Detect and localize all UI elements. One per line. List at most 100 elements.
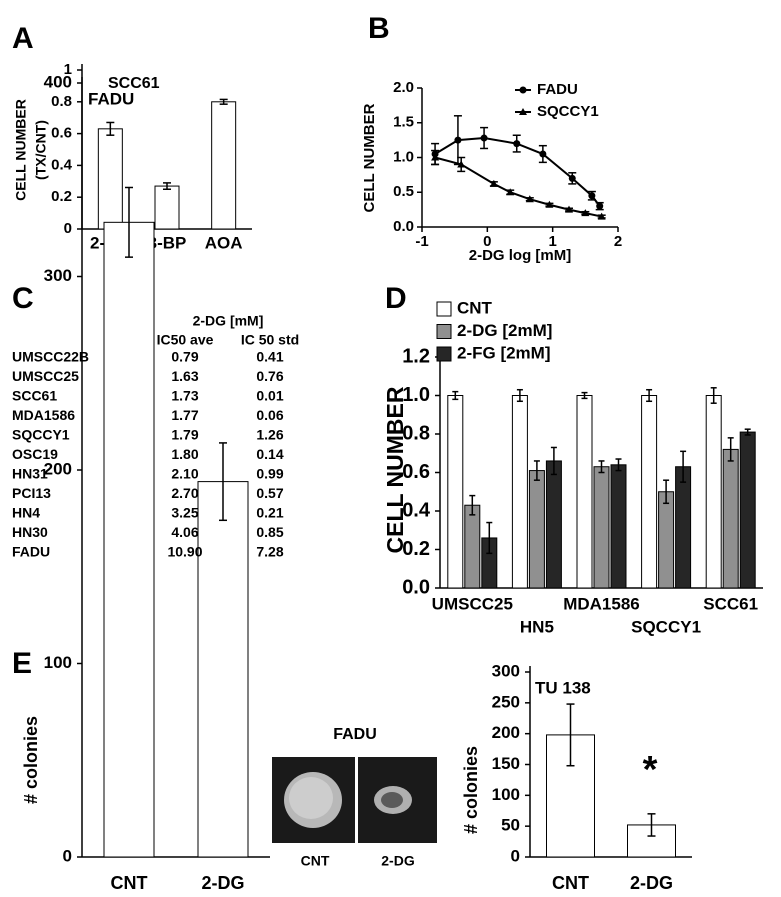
table-cell: HN31 bbox=[12, 466, 48, 482]
panel-letter: C bbox=[12, 282, 34, 315]
point bbox=[568, 174, 576, 182]
table-cell: 1.77 bbox=[171, 407, 198, 423]
y-tick-label: 2.0 bbox=[393, 79, 414, 96]
table-column-header: IC 50 std bbox=[241, 332, 299, 348]
x-tick-label: SCC61 bbox=[703, 594, 758, 613]
bar bbox=[576, 395, 593, 589]
y-tick-label: 100 bbox=[492, 785, 520, 804]
point bbox=[431, 153, 440, 161]
fit-line bbox=[434, 137, 601, 207]
point bbox=[457, 160, 466, 168]
x-tick-label: 1 bbox=[548, 233, 556, 250]
table-cell: PCI13 bbox=[12, 485, 51, 501]
table-cell: 3.25 bbox=[171, 505, 198, 521]
y-tick-label: 0.4 bbox=[51, 156, 73, 173]
point bbox=[596, 202, 604, 210]
x-tick-label: 2 bbox=[614, 233, 622, 250]
x-tick-label: 2-DG bbox=[630, 873, 673, 893]
table-cell: 0.41 bbox=[256, 349, 283, 365]
y-tick-label: 200 bbox=[492, 723, 520, 742]
x-tick-label: MDA1586 bbox=[563, 594, 640, 613]
x-tick-label: UMSCC25 bbox=[432, 594, 513, 613]
y-tick-label: 0 bbox=[63, 846, 72, 865]
point bbox=[588, 192, 596, 200]
image-label: 2-DG bbox=[381, 853, 415, 869]
y-tick-label: 0.8 bbox=[51, 93, 72, 110]
table-cell: SQCCY1 bbox=[12, 427, 70, 443]
table-cell: 0.06 bbox=[256, 407, 283, 423]
y-tick-label: 50 bbox=[501, 816, 520, 835]
table-cell: MDA1586 bbox=[12, 407, 75, 423]
point bbox=[581, 209, 590, 217]
point bbox=[525, 195, 534, 203]
image-label: CNT bbox=[301, 853, 330, 869]
table-cell: 1.63 bbox=[171, 368, 198, 384]
bar bbox=[197, 481, 249, 858]
table-cell: 4.06 bbox=[171, 524, 198, 540]
table-cell: 0.76 bbox=[256, 368, 283, 384]
table-cell: 0.21 bbox=[256, 505, 283, 521]
x-tick-label: 3-BP bbox=[148, 233, 187, 252]
y-tick-label: 0 bbox=[64, 220, 72, 237]
colony-cnt-core bbox=[289, 777, 333, 819]
bar bbox=[545, 460, 562, 589]
y-tick-label: 1 bbox=[64, 61, 72, 78]
y-tick-label: 0.8 bbox=[402, 422, 430, 444]
table-cell: OSC19 bbox=[12, 446, 58, 462]
table-cell: FADU bbox=[12, 544, 50, 560]
table-cell: 7.28 bbox=[256, 544, 283, 560]
y-tick-label: 250 bbox=[492, 692, 520, 711]
bar bbox=[675, 466, 692, 589]
y-tick-label: 0.0 bbox=[402, 576, 430, 598]
y-axis-label: CELL NUMBER bbox=[13, 99, 29, 201]
bar bbox=[739, 431, 756, 589]
chart-title: FADU bbox=[88, 89, 134, 108]
point bbox=[480, 134, 488, 142]
table-cell: SCC61 bbox=[12, 388, 57, 404]
legend-swatch bbox=[436, 324, 452, 339]
bar bbox=[658, 491, 675, 589]
x-axis-label: 2-DG log [mM] bbox=[469, 247, 572, 264]
legend-swatch bbox=[436, 346, 452, 362]
point bbox=[506, 188, 515, 196]
point bbox=[489, 179, 498, 187]
bar bbox=[154, 185, 180, 230]
colony-images bbox=[272, 757, 437, 843]
table-cell: 1.80 bbox=[171, 446, 198, 462]
y-tick-label: 1.2 bbox=[402, 345, 430, 367]
y-tick-label: 0 bbox=[511, 846, 520, 865]
colony-2dg-core bbox=[381, 792, 403, 808]
panel-letter: A bbox=[12, 22, 34, 55]
y-tick-label: 0.0 bbox=[393, 218, 414, 235]
y-tick-label: 0.5 bbox=[393, 183, 414, 200]
y-tick-label: 0.6 bbox=[51, 125, 72, 142]
legend-swatch bbox=[436, 301, 452, 317]
y-tick-label: 0.2 bbox=[402, 538, 430, 560]
legend-marker bbox=[519, 86, 527, 94]
y-tick-label: 0.6 bbox=[402, 461, 430, 483]
table-cell: 2.10 bbox=[171, 466, 198, 482]
annotation: * bbox=[643, 749, 658, 791]
table-cell: HN30 bbox=[12, 524, 48, 540]
legend-label: 2-DG [2mM] bbox=[457, 321, 552, 340]
y-tick-label: 1.0 bbox=[393, 148, 414, 165]
image-title: FADU bbox=[333, 726, 377, 743]
y-tick-label: 150 bbox=[492, 754, 520, 773]
legend-marker bbox=[519, 108, 527, 115]
y-axis-label: CELL NUMBER bbox=[382, 386, 408, 553]
table-cell: 10.90 bbox=[167, 544, 202, 560]
bar bbox=[211, 101, 237, 230]
table-cell: 0.79 bbox=[171, 349, 198, 365]
y-tick-label: 300 bbox=[44, 266, 72, 285]
y-axis-label: # colonies bbox=[21, 716, 41, 804]
table-cell: UMSCC25 bbox=[12, 368, 79, 384]
table-cell: 1.26 bbox=[256, 427, 283, 443]
x-tick-label: 2-DG bbox=[201, 873, 244, 893]
table-cell: 1.79 bbox=[171, 427, 198, 443]
x-tick-label: -1 bbox=[415, 233, 428, 250]
table-cell: 1.73 bbox=[171, 388, 198, 404]
legend-label: SQCCY1 bbox=[537, 103, 599, 120]
table-cell: UMSCC22B bbox=[12, 349, 89, 365]
x-tick-label: CNT bbox=[552, 873, 589, 893]
bar bbox=[610, 464, 627, 589]
